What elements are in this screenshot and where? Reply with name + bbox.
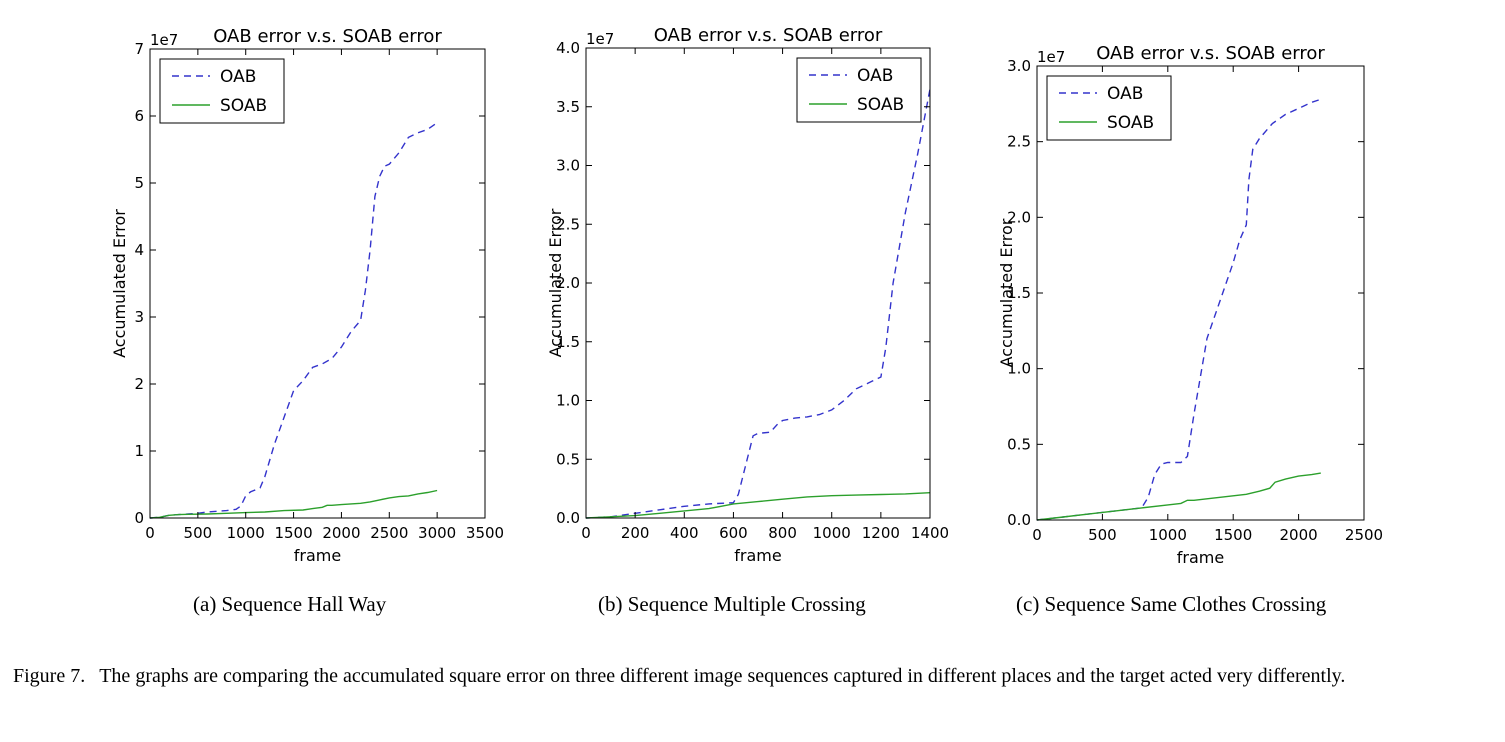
y-tick-label: 6 — [134, 107, 144, 125]
x-tick-label: 0 — [145, 524, 155, 542]
y-tick-label: 1.5 — [1007, 284, 1031, 302]
y-tick-label: 2.0 — [1007, 208, 1031, 226]
y-tick-label: 0.5 — [556, 450, 580, 468]
x-tick-label: 800 — [768, 524, 797, 542]
legend: OAB SOAB — [1046, 75, 1172, 141]
subcaption-b: (b) Sequence Multiple Crossing — [598, 592, 866, 616]
legend-box — [796, 57, 922, 123]
x-tick-label: 500 — [184, 524, 213, 542]
chart-2: 0 500 1000 1500 2000 2500 0.0 0.5 1.0 1.5 2.0 2.5 3.… — [997, 43, 1383, 567]
x-tick-label: 2000 — [322, 524, 360, 542]
y-tick-label: 7 — [134, 40, 144, 58]
y-tick-label: 3.5 — [556, 98, 580, 116]
legend-label-soab: SOAB — [220, 96, 267, 116]
x-tick-label: 1000 — [813, 524, 851, 542]
x-tick-label: 0 — [581, 524, 591, 542]
x-tick-label: 1000 — [227, 524, 265, 542]
y-tick-label: 1.5 — [556, 333, 580, 351]
y-tick-label: 1 — [134, 442, 144, 460]
y-axis-label: Accumulated Error — [546, 208, 565, 357]
x-tick-label: 200 — [621, 524, 650, 542]
series-line-soab — [149, 489, 438, 519]
x-tick-label: 1500 — [1214, 526, 1252, 544]
plot-frame — [149, 48, 486, 519]
legend-box — [1046, 75, 1172, 141]
y-multiplier-label: 1e7 — [150, 31, 178, 49]
y-tick-label: 0.0 — [556, 509, 580, 527]
series-line-soab — [1036, 472, 1321, 521]
chart-title: OAB error v.s. SOAB error — [654, 25, 883, 46]
y-tick-label: 4 — [134, 241, 144, 259]
x-tick-label: 2500 — [370, 524, 408, 542]
x-axis-label: frame — [294, 546, 341, 565]
y-tick-label: 3.0 — [556, 157, 580, 175]
y-tick-label: 2.0 — [556, 274, 580, 292]
x-tick-label: 2500 — [1345, 526, 1383, 544]
x-axis-label: frame — [734, 546, 781, 565]
y-tick-label: 2.5 — [556, 215, 580, 233]
y-tick-label: 3.0 — [1007, 57, 1031, 75]
series-line-soab — [585, 492, 931, 519]
y-tick-label: 0.0 — [1007, 511, 1031, 529]
y-tick-label: 0.5 — [1007, 435, 1031, 453]
legend: OAB SOAB — [796, 57, 922, 123]
x-tick-label: 400 — [670, 524, 699, 542]
x-tick-label: 0 — [1032, 526, 1042, 544]
x-axis-label: frame — [1177, 548, 1224, 567]
y-tick-label: 3 — [134, 308, 144, 326]
subcaption-c: (c) Sequence Same Clothes Crossing — [1016, 592, 1327, 616]
x-tick-label: 2000 — [1280, 526, 1318, 544]
x-tick-label: 3000 — [418, 524, 456, 542]
y-tick-label: 0 — [134, 509, 144, 527]
legend-label-oab: OAB — [1107, 84, 1143, 104]
legend-box — [159, 58, 285, 124]
legend-label-oab: OAB — [857, 66, 893, 86]
x-tick-label: 1000 — [1149, 526, 1187, 544]
y-axis-label: Accumulated Error — [110, 209, 129, 358]
x-tick-label: 500 — [1088, 526, 1117, 544]
y-tick-label: 2 — [134, 375, 144, 393]
y-multiplier-label: 1e7 — [1037, 48, 1065, 66]
legend-label-soab: SOAB — [857, 95, 904, 115]
y-tick-label: 1.0 — [556, 392, 580, 410]
x-tick-label: 1400 — [911, 524, 949, 542]
x-tick-label: 1200 — [862, 524, 900, 542]
series-line-oab — [149, 122, 438, 519]
chart-1: 0 200 400 600 800 1000 1200 1400 0.0 0.5 1.0 1.5 2.0… — [546, 25, 949, 565]
y-tick-label: 4.0 — [556, 39, 580, 57]
legend-label-soab: SOAB — [1107, 113, 1154, 133]
figure-label: Figure 7. — [13, 665, 86, 687]
y-tick-label: 5 — [134, 174, 144, 192]
figure-caption: Figure 7. The graphs are comparing the ac… — [13, 663, 1493, 690]
subcaption-a: (a) Sequence Hall Way — [193, 592, 387, 616]
series-line-oab — [585, 88, 931, 519]
y-multiplier-label: 1e7 — [586, 30, 614, 48]
x-tick-label: 600 — [719, 524, 748, 542]
chart-0: 0 500 1000 1500 2000 2500 3000 3500 0 1 2 3 4 5 6 7 1e7 O… — [110, 26, 504, 565]
legend-label-oab: OAB — [220, 67, 256, 87]
y-axis-label: Accumulated Error — [997, 218, 1016, 367]
figure-caption-text: The graphs are comparing the accumulated… — [99, 665, 1346, 687]
y-tick-label: 1.0 — [1007, 360, 1031, 378]
legend: OAB SOAB — [159, 58, 285, 124]
x-tick-label: 1500 — [274, 524, 312, 542]
y-tick-label: 2.5 — [1007, 133, 1031, 151]
chart-title: OAB error v.s. SOAB error — [1096, 43, 1325, 64]
series-line-oab — [1036, 98, 1322, 521]
x-tick-label: 3500 — [466, 524, 504, 542]
chart-title: OAB error v.s. SOAB error — [213, 26, 442, 47]
